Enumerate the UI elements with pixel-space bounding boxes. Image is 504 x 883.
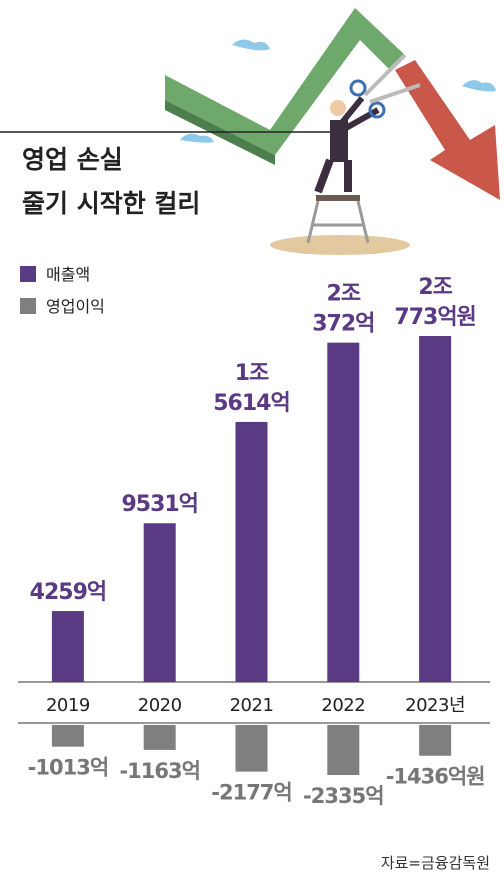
bar (419, 725, 452, 756)
value-label: -2335억 (303, 784, 383, 808)
bar (143, 523, 176, 682)
x-tick-label: 2019 (46, 695, 90, 716)
value-label: -1436억원 (386, 765, 485, 789)
bar (235, 725, 268, 772)
legend-label: 매출액 (46, 265, 90, 284)
x-tick-label: 2023년 (405, 695, 465, 716)
value-label: -1163억 (119, 759, 199, 783)
value-label: 9531억 (121, 492, 197, 517)
bar (235, 421, 268, 682)
bar (143, 725, 176, 750)
value-label: -1013억 (28, 756, 108, 780)
value-label: 2조 773억원 (394, 275, 475, 330)
value-label: -2177억 (211, 781, 291, 805)
bar (327, 725, 360, 775)
x-tick-label: 2021 (230, 695, 274, 716)
chart-title: 영업 손실 줄기 시작한 컬리 (22, 145, 200, 218)
value-label: 1조 5614억 (213, 361, 289, 416)
value-label: 2조 372억 (312, 282, 374, 337)
legend-swatch (20, 298, 36, 314)
legend-swatch (20, 266, 36, 282)
source: 자료=금융감독원 (381, 854, 490, 872)
legend-label: 영업이익 (46, 297, 105, 316)
bar (51, 725, 84, 747)
x-tick-label: 2022 (321, 695, 365, 716)
bar (419, 336, 452, 682)
x-tick-label: 2020 (138, 695, 182, 716)
bar (51, 611, 84, 682)
value-label: 4259억 (30, 580, 106, 605)
bar (327, 342, 360, 682)
